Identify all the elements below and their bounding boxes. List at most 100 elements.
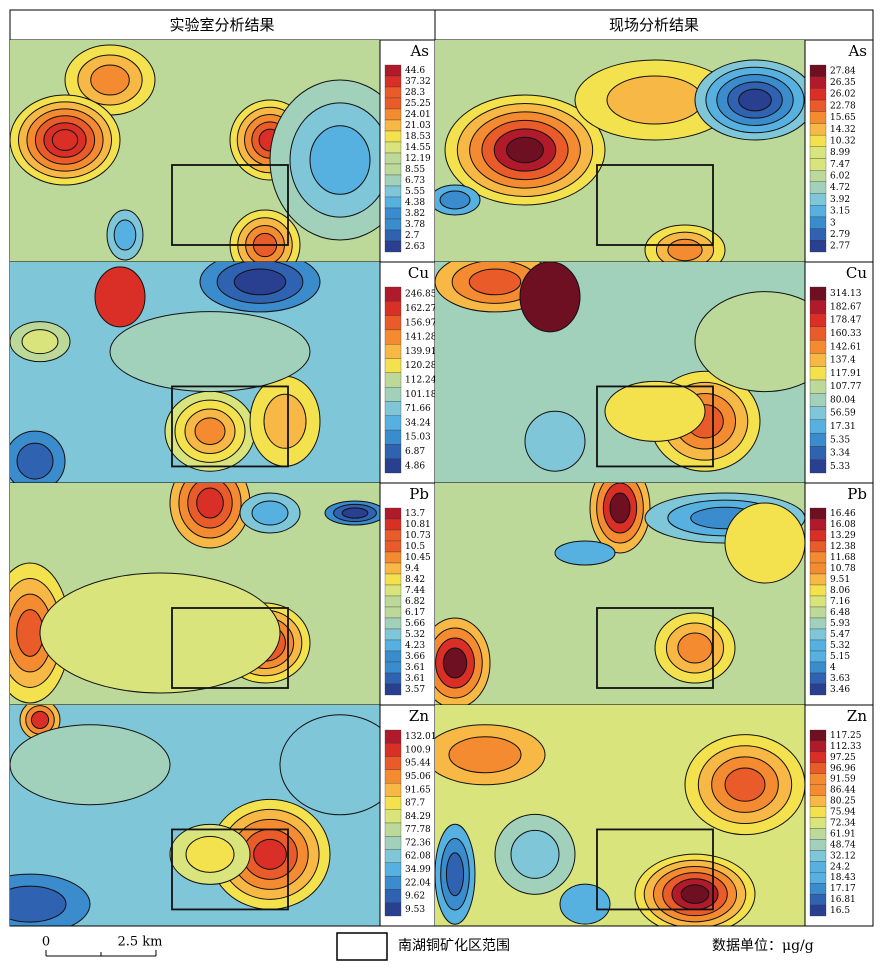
contour	[233, 268, 287, 296]
colorbar-swatch	[809, 784, 827, 796]
colorbar-swatch	[384, 207, 402, 220]
legend-label: 2.77	[830, 242, 850, 252]
legend-label: 22.78	[830, 101, 856, 111]
legend-label: 2.7	[405, 231, 420, 241]
colorbar-swatch	[384, 683, 402, 696]
colorbar-swatch	[384, 551, 402, 564]
mineralized-zone	[171, 607, 289, 689]
colorbar-swatch	[809, 839, 827, 851]
legend-label: 26.35	[830, 78, 856, 88]
legend-label: 22.04	[405, 878, 431, 888]
legend-label: 80.25	[830, 797, 856, 807]
colorbar-swatch	[384, 639, 402, 652]
colorbar-swatch	[384, 415, 402, 431]
contour	[667, 238, 703, 262]
mineralized-zone	[596, 164, 714, 246]
legend-label: 3	[830, 218, 836, 228]
colorbar-swatch	[384, 163, 402, 176]
legend-label: 7.44	[405, 586, 425, 596]
colorbar-swatch	[809, 181, 827, 194]
legend-label: 62.08	[405, 852, 431, 862]
colorbar-swatch	[384, 875, 402, 890]
contour	[694, 291, 805, 393]
element-label: As	[409, 42, 429, 60]
colorbar-swatch	[809, 562, 827, 575]
contour	[21, 329, 59, 355]
colorbar-swatch	[384, 387, 402, 402]
contour	[16, 442, 54, 480]
element-label: As	[847, 42, 867, 60]
colorbar-swatch	[384, 240, 402, 253]
colorbar-swatch	[384, 672, 402, 685]
colorbar-swatch	[809, 661, 827, 674]
mineralized-zone	[171, 828, 289, 911]
legend-label: 2.79	[830, 230, 850, 240]
legend-label: 97.25	[830, 753, 856, 763]
contour-map	[435, 705, 805, 926]
legend-label: 16.81	[830, 895, 856, 905]
legend-label: 6.17	[405, 608, 425, 618]
colorbar-swatch	[809, 111, 827, 124]
legend-label: 12.19	[405, 154, 431, 164]
legend-label: 3.78	[405, 220, 425, 230]
mineralized-zone	[596, 607, 714, 689]
colorbar-swatch	[809, 573, 827, 586]
legend-label: 9.51	[830, 575, 850, 585]
legend-label: 160.33	[830, 329, 862, 339]
legend-label: 25.25	[405, 99, 431, 109]
legend-label: 4	[830, 663, 836, 673]
colorbar-swatch	[384, 130, 402, 143]
colorbar-swatch	[384, 152, 402, 165]
legend-label: 11.68	[830, 553, 856, 563]
box-label: 南湖铜矿化区范围	[398, 937, 510, 954]
colorbar-swatch	[809, 353, 827, 367]
colorbar-swatch	[384, 344, 402, 359]
colorbar-swatch	[384, 849, 402, 864]
colorbar-swatch	[384, 756, 402, 771]
element-label: Zn	[847, 707, 867, 725]
legend-label: 9.4	[405, 564, 420, 574]
legend-label: 3.46	[830, 685, 850, 695]
contour	[559, 883, 611, 925]
colorbar-swatch	[384, 119, 402, 132]
contour	[94, 266, 146, 328]
legend-label: 26.02	[830, 90, 856, 100]
contour	[10, 724, 171, 806]
colorbar-swatch	[809, 170, 827, 183]
mineralized-zone	[596, 828, 714, 911]
legend-label: 6.82	[405, 597, 425, 607]
legend-label: 32.12	[830, 851, 856, 861]
legend-label: 61.91	[830, 829, 856, 839]
legend-label: 142.61	[830, 342, 862, 352]
legend-label: 5.32	[405, 630, 425, 640]
legend-label: 75.94	[830, 808, 856, 818]
colorbar-swatch	[809, 123, 827, 136]
panel: Pb 16.4616.0813.2912.3811.6810.789.518.06…	[435, 483, 873, 706]
legend-label: 86.44	[830, 786, 856, 796]
legend-label: 4.86	[405, 461, 425, 471]
panel: Pb 13.710.8110.7310.510.459.48.427.446.82…	[10, 483, 435, 706]
colorbar-swatch	[384, 729, 402, 744]
panel: Zn 132.01 100.9 95.44 95.06 91.65 87.7 84.29 77.…	[10, 705, 437, 927]
legend-label: 95.44	[405, 759, 431, 769]
colorbar-swatch	[384, 584, 402, 597]
element-label: Cu	[408, 264, 429, 282]
colorbar-swatch	[384, 196, 402, 209]
colorbar-swatch	[384, 64, 402, 77]
colorbar-swatch	[384, 286, 402, 302]
colorbar-swatch	[384, 606, 402, 619]
legend-label: 27.84	[830, 66, 856, 76]
contour	[30, 710, 50, 730]
colorbar-swatch	[384, 174, 402, 187]
legend-label: 10.78	[830, 564, 856, 574]
legend-label: 87.7	[405, 799, 425, 809]
contour-map	[10, 40, 380, 262]
legend-label: 56.59	[830, 409, 856, 419]
legend-label: 156.97	[405, 318, 437, 328]
colorbar-swatch	[809, 584, 827, 597]
colorbar-swatch	[384, 617, 402, 630]
colorbar-swatch	[384, 573, 402, 586]
panel: As 44.637.3228.325.2524.0121.0318.5314.55…	[10, 40, 435, 263]
colorbar-swatch	[809, 158, 827, 171]
legend-label: 17.31	[830, 422, 856, 432]
